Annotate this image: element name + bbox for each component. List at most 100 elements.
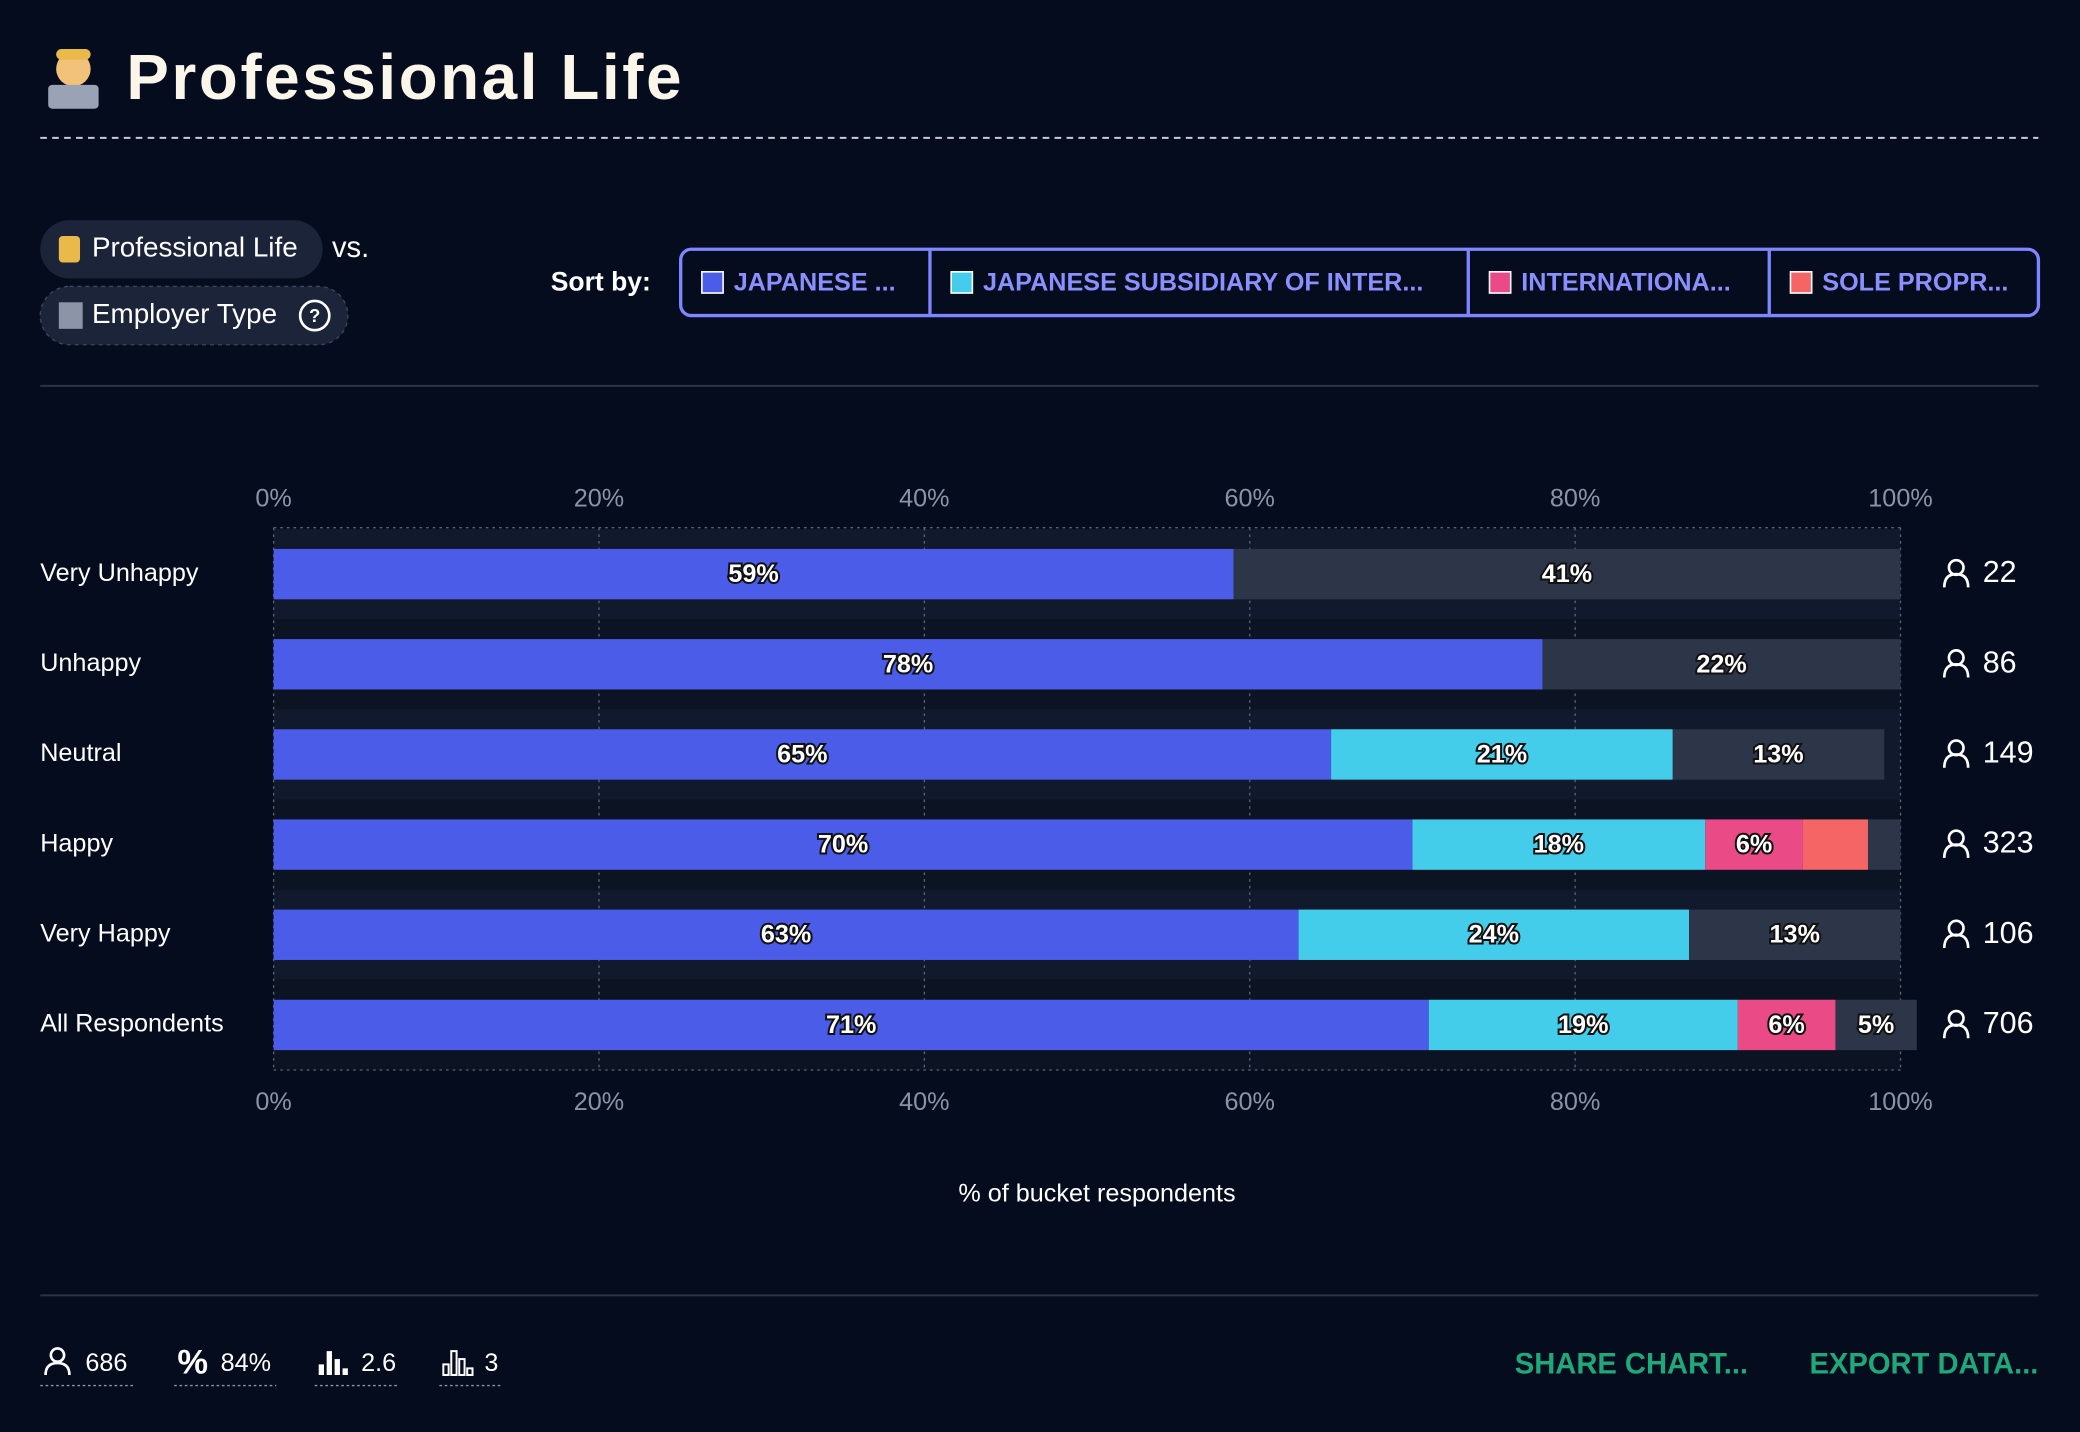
segment-label: 19% <box>1558 1011 1608 1039</box>
page-title: Professional Life <box>126 42 684 113</box>
legend-label[interactable]: JAPANESE SUBSIDIARY OF INTER... <box>983 268 1423 296</box>
x-tick-label: 20% <box>574 1088 624 1116</box>
vs-label: vs. <box>332 232 369 264</box>
segment-label: 63% <box>761 921 811 949</box>
primary-label[interactable]: Professional Life <box>92 232 298 263</box>
stat-icon <box>334 1359 340 1375</box>
share-link[interactable]: SHARE CHART... <box>1515 1348 1748 1380</box>
legend-swatch <box>1789 271 1813 294</box>
pill-icon <box>58 236 81 263</box>
bar-segment <box>1835 999 1917 1051</box>
x-tick-label: 100% <box>1868 485 1932 513</box>
segment-label: 22% <box>1696 650 1746 678</box>
stat-value: 2.6 <box>361 1349 396 1377</box>
secondary-label[interactable]: Employer Type <box>92 298 277 329</box>
x-tick-label: 0% <box>255 485 291 513</box>
bar-segment <box>273 548 1234 600</box>
respondent-count: 149 <box>1983 735 2034 769</box>
person-icon <box>1942 933 1970 949</box>
sort-label: Sort by: <box>551 267 651 297</box>
segment-label: 78% <box>883 650 933 678</box>
pill-icon <box>58 302 83 329</box>
segment-label: 71% <box>826 1011 876 1039</box>
x-tick-label: 40% <box>899 1088 949 1116</box>
person-icon <box>1942 753 1970 768</box>
segment-label: 24% <box>1469 921 1519 949</box>
help-icon[interactable] <box>298 299 331 332</box>
segment-label: 21% <box>1477 740 1527 768</box>
x-tick-label: 40% <box>899 485 949 513</box>
bar-segment <box>1802 819 1868 870</box>
x-tick-label: 0% <box>255 1088 291 1116</box>
person-icon <box>1942 572 1970 588</box>
sort-bar <box>679 247 2041 318</box>
category-label: Very Happy <box>40 919 171 947</box>
bar-segment <box>1689 909 1901 960</box>
legend-swatch <box>701 271 724 294</box>
bar-segment <box>273 819 1413 870</box>
legend-label[interactable]: INTERNATIONA... <box>1521 268 1730 296</box>
category-label: Happy <box>40 829 113 857</box>
stat-icon <box>458 1358 466 1376</box>
respondent-count: 323 <box>1983 826 2034 860</box>
segment-label: 13% <box>1753 740 1803 768</box>
segment-label: 70% <box>818 831 868 859</box>
bar-segment <box>1331 729 1673 780</box>
stat-icon <box>318 1364 324 1375</box>
x-tick-label: 80% <box>1550 485 1600 513</box>
x-tick-label: 60% <box>1225 1088 1275 1116</box>
stat-icon <box>44 1361 71 1376</box>
stat-value: 84% <box>221 1349 271 1377</box>
bar-segment <box>273 639 1543 690</box>
category-label: Unhappy <box>40 649 141 677</box>
bar-segment <box>1428 999 1738 1051</box>
segment-label: 6% <box>1768 1011 1804 1039</box>
stat-icon <box>466 1367 474 1376</box>
stat-icon <box>442 1363 450 1376</box>
category-label: Very Unhappy <box>40 559 199 587</box>
bar-segment <box>1412 819 1706 870</box>
legend-label[interactable]: SOLE PROPR... <box>1822 268 2008 296</box>
bar-segment <box>1672 729 1885 780</box>
bar-segment <box>273 729 1332 780</box>
help-icon-mark: ? <box>309 305 320 326</box>
x-tick-label: 100% <box>1868 1088 1932 1116</box>
person-icon <box>1942 662 1970 678</box>
legend-swatch <box>950 271 974 294</box>
person-icon <box>1942 843 1970 858</box>
segment-label: 18% <box>1534 831 1584 859</box>
bar-segment <box>1233 548 1901 600</box>
respondent-count: 106 <box>1983 916 2034 950</box>
segment-label: 65% <box>777 740 827 768</box>
bar-segment <box>273 999 1429 1051</box>
legend-swatch <box>1488 271 1512 294</box>
stat-value: 686 <box>85 1349 127 1377</box>
segment-label: 6% <box>1736 831 1772 859</box>
respondent-count: 22 <box>1983 555 2017 589</box>
x-tick-label: 60% <box>1225 485 1275 513</box>
legend-label[interactable]: JAPANESE ... <box>734 268 896 296</box>
stat-icon <box>450 1350 458 1376</box>
export-link[interactable]: EXPORT DATA... <box>1809 1348 2038 1380</box>
category-label: All Respondents <box>40 1010 223 1038</box>
segment-label: 59% <box>728 560 778 588</box>
respondent-count: 86 <box>1983 645 2017 679</box>
primary-pill[interactable] <box>40 220 323 279</box>
stat-icon <box>326 1351 332 1375</box>
person-icon <box>1942 1023 1970 1039</box>
category-label: Neutral <box>40 739 121 767</box>
secondary-pill[interactable] <box>39 285 349 346</box>
respondent-count: 706 <box>1983 1006 2034 1040</box>
x-axis-title: % of bucket respondents <box>958 1179 1235 1207</box>
segment-label: 13% <box>1770 921 1820 949</box>
x-tick-label: 20% <box>574 485 624 513</box>
segment-label: 5% <box>1858 1011 1894 1039</box>
stat-icon: % <box>177 1343 208 1381</box>
bar-segment <box>1542 639 1901 690</box>
bar-segment <box>1298 909 1690 960</box>
title-icon <box>48 49 99 109</box>
x-tick-label: 80% <box>1550 1088 1600 1116</box>
bar-segment <box>1737 999 1836 1051</box>
stat-value: 3 <box>484 1349 498 1377</box>
